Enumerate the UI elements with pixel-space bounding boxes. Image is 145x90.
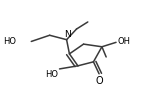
Text: N: N xyxy=(64,30,71,39)
Text: O: O xyxy=(95,76,103,86)
Text: HO: HO xyxy=(3,37,16,46)
Text: OH: OH xyxy=(117,37,130,46)
Text: HO: HO xyxy=(45,70,58,79)
